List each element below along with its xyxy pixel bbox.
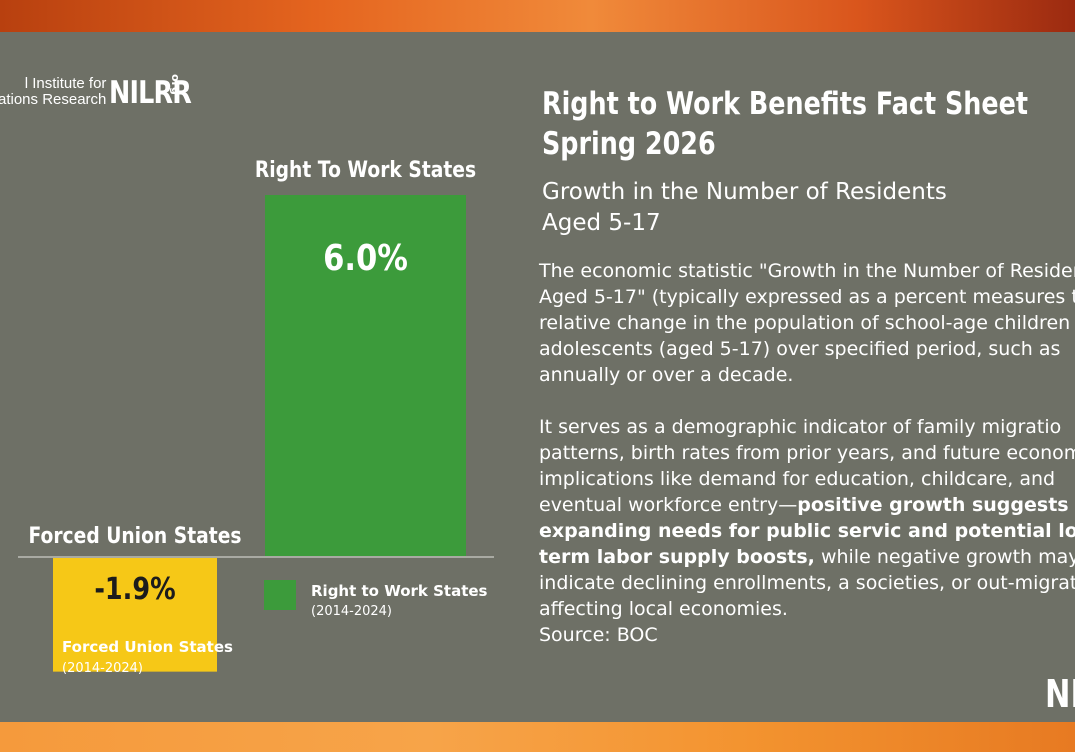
source-note: Source: BOC xyxy=(539,624,658,646)
top-orange-band xyxy=(0,0,1075,32)
paragraph-2-end: while negative growth may indicate decli… xyxy=(539,546,1075,620)
description-paragraph-1: The economic statistic "Growth in the Nu… xyxy=(539,260,1075,386)
legend-label-right-to-work: Right to Work States xyxy=(311,582,488,600)
note-label-forced-union: Forced Union States xyxy=(62,638,233,656)
value-label-right-to-work: 6.0% xyxy=(323,237,408,279)
bar-forced-union xyxy=(53,557,217,672)
description-text: The economic statistic "Growth in the Nu… xyxy=(539,258,1075,648)
legend-swatch-right-to-work xyxy=(264,580,296,610)
title-line-2: Spring 2026 xyxy=(542,126,716,162)
logo-text: l Institute for ations Research xyxy=(0,76,106,108)
bottom-orange-band xyxy=(0,722,1075,752)
watermark-logo: NI xyxy=(1045,672,1075,716)
logo-line-1: l Institute for xyxy=(24,75,107,92)
nilrr-logo: l Institute for ations Research NILRR xyxy=(0,74,209,111)
category-label-right-to-work: Right To Work States xyxy=(255,157,476,183)
logo-mark: NILRR xyxy=(109,75,192,111)
note-period-forced-union: (2014-2024) xyxy=(62,661,143,676)
paragraph-2-bold: positive growth suggests expanding needs… xyxy=(539,494,1075,568)
value-label-forced-union: -1.9% xyxy=(94,571,175,607)
fact-sheet-panel: l Institute for ations Research NILRR or… xyxy=(0,32,1075,722)
bar-right-to-work xyxy=(265,195,466,557)
paragraph-2-start: It serves as a demographic indicator of … xyxy=(539,416,1075,516)
subtitle-line-2: Aged 5-17 xyxy=(542,210,661,236)
description-paragraph-2: It serves as a demographic indicator of … xyxy=(539,414,1075,622)
category-label-forced-union: Forced Union States xyxy=(28,523,241,549)
legend-period-right-to-work: (2014-2024) xyxy=(311,604,392,619)
fact-sheet-title: Right to Work Benefits Fact Sheet Spring… xyxy=(542,84,1028,164)
chart-subtitle: Growth in the Number of Residents Aged 5… xyxy=(542,177,1062,239)
subtitle-line-1: Growth in the Number of Residents xyxy=(542,179,947,205)
logo-line-2: ations Research xyxy=(0,91,107,108)
title-line-1: Right to Work Benefits Fact Sheet xyxy=(542,86,1029,122)
bar-chart: -1.9% Forced Union States 6.0% Right To Wor… xyxy=(18,157,494,676)
